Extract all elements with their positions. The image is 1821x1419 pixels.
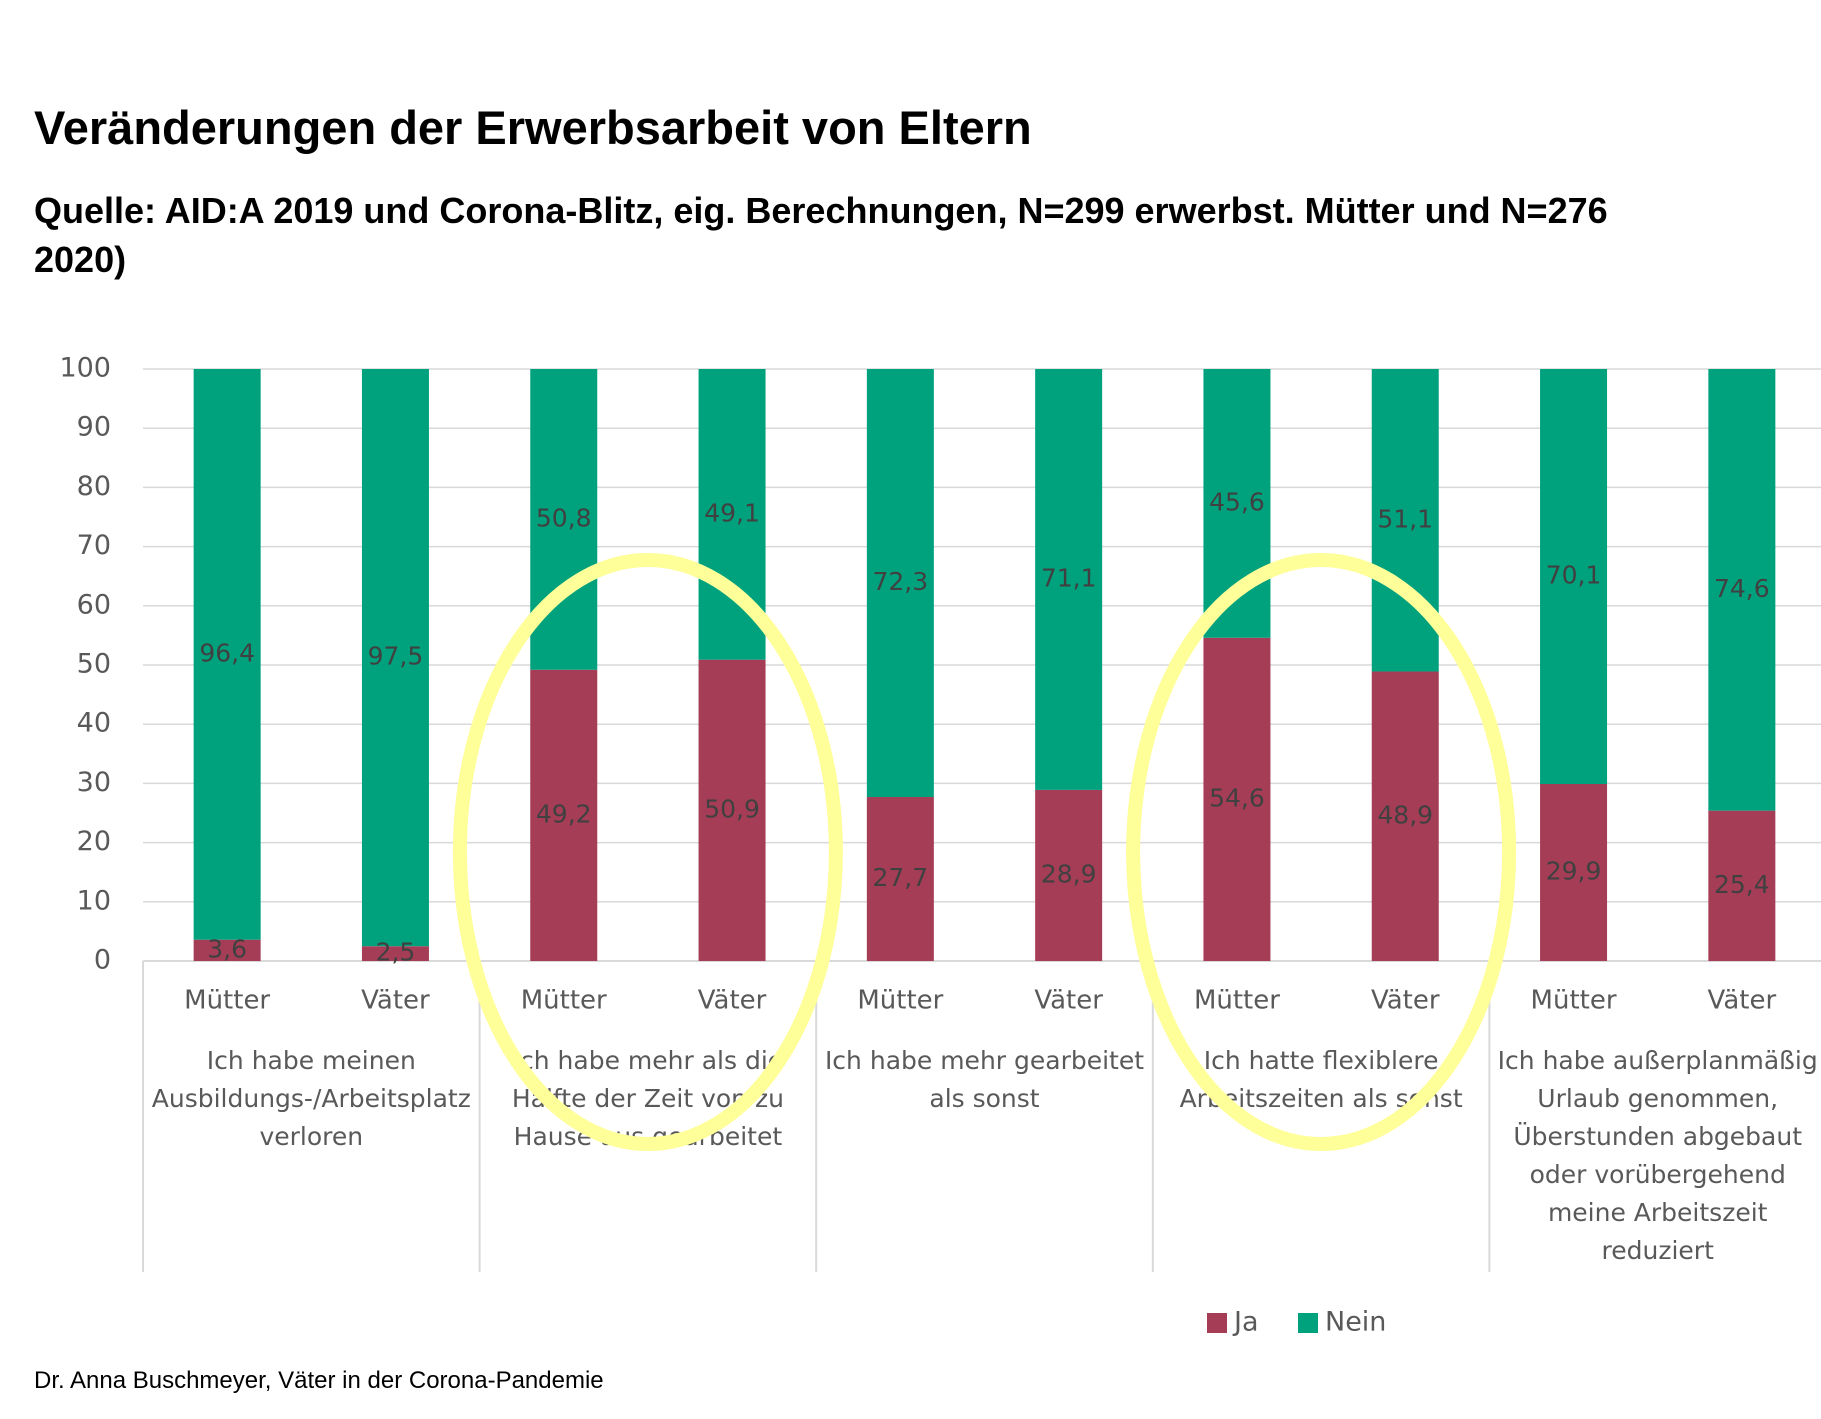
data-label-nein: 72,3 bbox=[873, 567, 929, 596]
bar-segment-ja bbox=[361, 946, 429, 961]
chart-subtitle: Quelle: AID:A 2019 und Corona-Blitz, eig… bbox=[34, 186, 1821, 284]
x-tick-label-bar: Mütter bbox=[184, 986, 270, 1016]
bar-segment-ja bbox=[1035, 789, 1103, 961]
bar-segment-ja bbox=[1203, 637, 1271, 961]
bar-segment-nein bbox=[866, 369, 934, 798]
y-tick-label: 20 bbox=[77, 826, 111, 857]
x-tick-label-bar: Mütter bbox=[1531, 986, 1617, 1016]
bar-segment-ja bbox=[1708, 810, 1776, 961]
data-label-ja: 48,9 bbox=[1377, 800, 1433, 829]
bar-segment-ja bbox=[698, 659, 766, 961]
x-tick-label-bar: Väter bbox=[1371, 986, 1440, 1016]
subtitle-line-2: 2020) bbox=[34, 239, 127, 280]
x-group-label-line: meine Arbeitszeit bbox=[1548, 1198, 1768, 1227]
data-label-ja: 54,6 bbox=[1209, 783, 1265, 812]
bar-segment-nein bbox=[1035, 369, 1103, 790]
data-label-ja: 27,7 bbox=[873, 863, 929, 892]
data-label-nein: 74,6 bbox=[1714, 574, 1770, 603]
x-tick-label-bar: Väter bbox=[698, 986, 767, 1016]
chart-title: Veränderungen der Erwerbsarbeit von Elte… bbox=[34, 101, 1032, 154]
x-tick-label-bar: Väter bbox=[1708, 986, 1777, 1016]
data-label-ja: 2,5 bbox=[376, 938, 416, 967]
x-group-label-line: Ich habe meinen bbox=[207, 1046, 416, 1075]
data-label-nein: 49,1 bbox=[704, 498, 760, 527]
y-tick-label: 30 bbox=[77, 767, 111, 798]
bar-segment-nein bbox=[361, 369, 429, 947]
legend-swatch-ja bbox=[1207, 1313, 1227, 1333]
data-label-ja: 28,9 bbox=[1041, 859, 1097, 888]
y-tick-label: 0 bbox=[94, 945, 111, 976]
stacked-bar-chart: 0 10 20 30 40 50 60 70 80 90 100 3,6 96,4 Mütter 2,5 97… bbox=[59, 353, 1821, 1338]
data-label-nein: 96,4 bbox=[199, 638, 255, 667]
highlight-ellipse bbox=[452, 553, 843, 1151]
data-label-ja: 25,4 bbox=[1714, 870, 1770, 899]
bar-segment-ja bbox=[193, 939, 261, 961]
x-group-label-line: oder vorübergehend bbox=[1530, 1160, 1786, 1189]
bar-segment-ja bbox=[1540, 783, 1608, 961]
x-group-label-line: Ich habe außerplanmäßig bbox=[1498, 1046, 1818, 1075]
x-group-label-line: Ich habe mehr gearbeitet bbox=[825, 1046, 1144, 1075]
bar-segment-nein bbox=[1708, 369, 1776, 811]
y-tick-label: 60 bbox=[77, 589, 111, 620]
x-tick-label-bar: Mütter bbox=[1194, 986, 1280, 1016]
x-group-label-line: Überstunden abgebaut bbox=[1513, 1122, 1802, 1151]
y-tick-label: 10 bbox=[77, 885, 111, 916]
y-tick-label: 50 bbox=[77, 649, 111, 680]
x-group-label-line: Urlaub genommen, bbox=[1537, 1084, 1778, 1113]
y-tick-label: 90 bbox=[77, 412, 111, 443]
y-tick-label: 40 bbox=[77, 708, 111, 739]
bar-segment-ja bbox=[530, 669, 598, 961]
legend-swatch-nein bbox=[1298, 1313, 1318, 1333]
legend-label-ja: Ja bbox=[1232, 1307, 1259, 1338]
bar-segment-ja bbox=[866, 797, 934, 961]
x-group-label-line: Ich hatte flexiblere bbox=[1204, 1046, 1439, 1075]
x-group-label-line: verloren bbox=[259, 1122, 363, 1151]
x-tick-label-bar: Väter bbox=[1034, 986, 1103, 1016]
x-tick-label-bar: Väter bbox=[361, 986, 430, 1016]
bar-segment-ja bbox=[1371, 671, 1439, 961]
data-label-nein: 51,1 bbox=[1377, 504, 1433, 533]
highlight-ellipse bbox=[1126, 553, 1517, 1151]
y-tick-label: 70 bbox=[77, 530, 111, 561]
x-tick-label-bar: Mütter bbox=[521, 986, 607, 1016]
legend-label-nein: Nein bbox=[1325, 1307, 1386, 1338]
y-tick-label: 80 bbox=[77, 471, 111, 502]
data-label-nein: 97,5 bbox=[368, 642, 424, 671]
data-label-nein: 50,8 bbox=[536, 503, 592, 532]
x-tick-label-bar: Mütter bbox=[857, 986, 943, 1016]
data-label-ja: 29,9 bbox=[1546, 856, 1602, 885]
data-label-nein: 45,6 bbox=[1209, 487, 1265, 516]
y-tick-label: 100 bbox=[59, 353, 111, 384]
bar-segment-nein bbox=[193, 369, 261, 940]
data-label-ja: 49,2 bbox=[536, 799, 592, 828]
footer-credit: Dr. Anna Buschmeyer, Väter in der Corona… bbox=[34, 1367, 604, 1394]
data-label-nein: 70,1 bbox=[1546, 560, 1602, 589]
x-group-label-line: reduziert bbox=[1602, 1236, 1715, 1265]
data-label-nein: 71,1 bbox=[1041, 563, 1097, 592]
bar-segment-nein bbox=[1540, 369, 1608, 784]
x-group-label-line: Ausbildungs-/Arbeitsplatz bbox=[152, 1084, 471, 1113]
x-group-label-line: Ich habe mehr als die bbox=[513, 1046, 784, 1075]
x-group-label-line: als sonst bbox=[929, 1084, 1039, 1113]
data-label-ja: 3,6 bbox=[207, 934, 247, 963]
data-label-ja: 50,9 bbox=[704, 794, 760, 823]
subtitle-line-1: Quelle: AID:A 2019 und Corona-Blitz, eig… bbox=[34, 190, 1608, 231]
